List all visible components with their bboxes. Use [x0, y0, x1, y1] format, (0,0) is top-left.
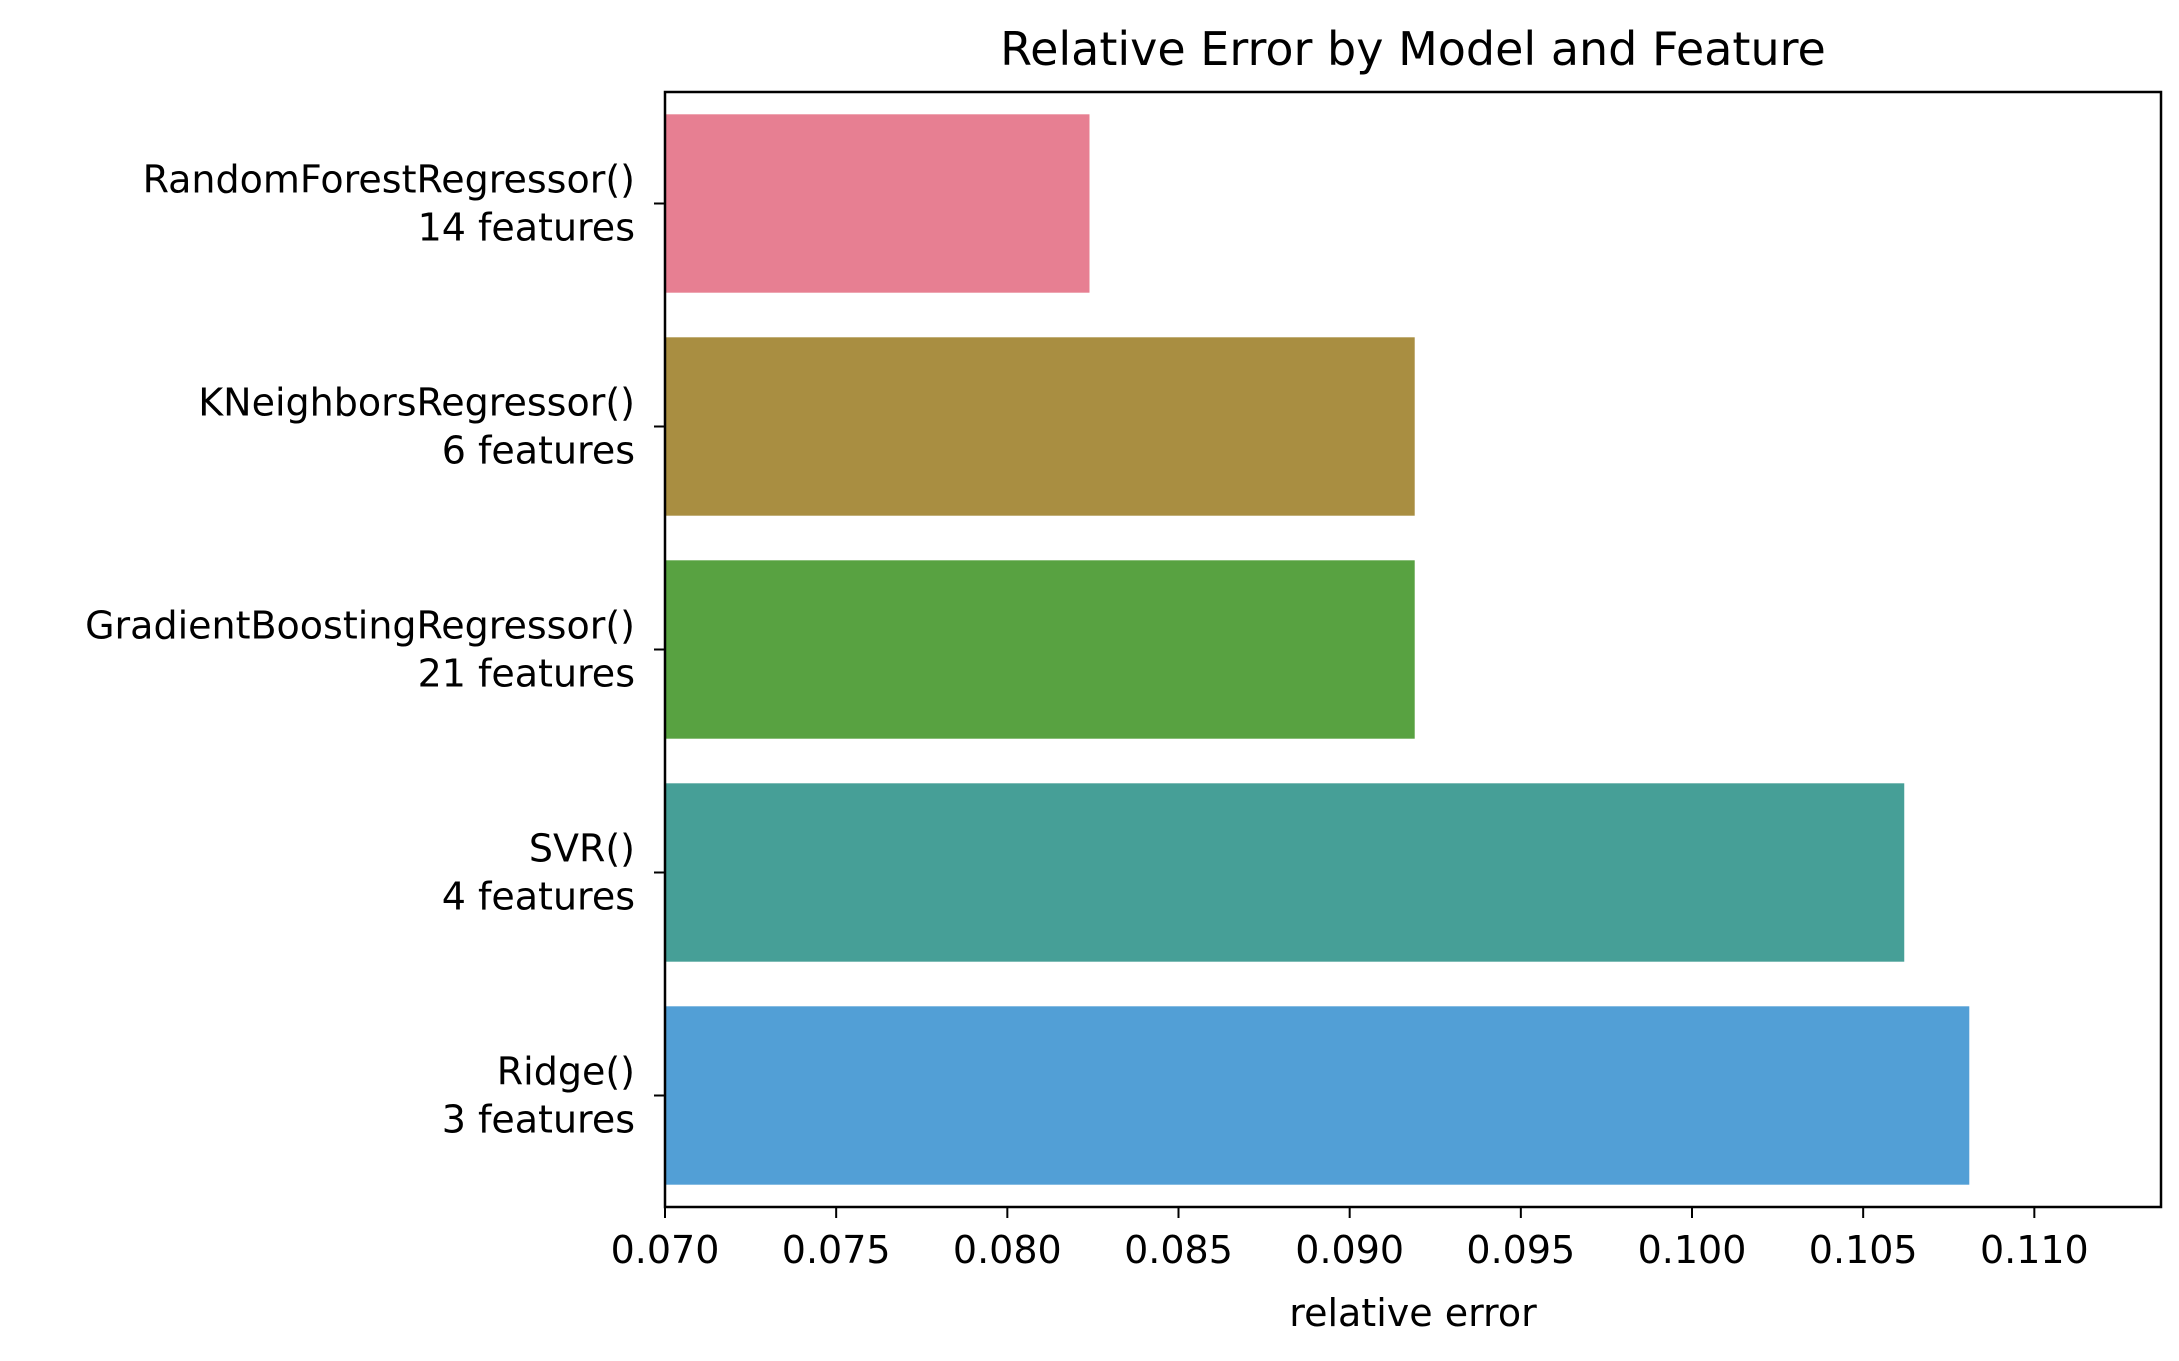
- y-tick-label-3-0: SVR(): [529, 827, 635, 871]
- chart-title: Relative Error by Model and Feature: [1000, 22, 1826, 76]
- x-axis-title: relative error: [1289, 1291, 1537, 1335]
- x-tick-label-1: 0.075: [782, 1228, 891, 1272]
- x-axis: 0.070 0.075 0.080 0.085 0.090 0.095 0.100 0.105…: [611, 1207, 2089, 1272]
- y-tick-label-4-0: Ridge(): [497, 1050, 635, 1094]
- bar-0: [665, 114, 1090, 293]
- plot-frame: [663, 90, 2163, 1209]
- x-tick-label-3: 0.085: [1124, 1228, 1233, 1272]
- y-tick-label-1-1: 6 features: [442, 429, 635, 473]
- y-axis: RandomForestRegressor()14 features KNeigh…: [85, 158, 665, 1142]
- y-tick-label-2-0: GradientBoostingRegressor(): [85, 604, 635, 648]
- bar-1: [665, 337, 1415, 516]
- x-tick-label-7: 0.105: [1809, 1228, 1918, 1272]
- y-tick-label-4-1: 3 features: [442, 1098, 635, 1142]
- y-tick-label-3-1: 4 features: [442, 875, 635, 919]
- y-tick-label-0-0: RandomForestRegressor(): [143, 158, 635, 202]
- x-tick-label-2: 0.080: [953, 1228, 1062, 1272]
- bar-2: [665, 560, 1415, 739]
- x-tick-label-6: 0.100: [1638, 1228, 1747, 1272]
- x-tick-label-0: 0.070: [611, 1228, 720, 1272]
- y-tick-label-1-0: KNeighborsRegressor(): [198, 381, 635, 425]
- x-tick-label-8: 0.110: [1980, 1228, 2089, 1272]
- bar-4: [665, 1006, 1970, 1185]
- bars-group: [665, 114, 1970, 1185]
- y-tick-label-2-1: 21 features: [418, 652, 635, 696]
- bar-3: [665, 783, 1905, 962]
- y-tick-label-0-1: 14 features: [418, 206, 635, 250]
- x-tick-label-5: 0.095: [1466, 1228, 1575, 1272]
- x-tick-label-4: 0.090: [1295, 1228, 1404, 1272]
